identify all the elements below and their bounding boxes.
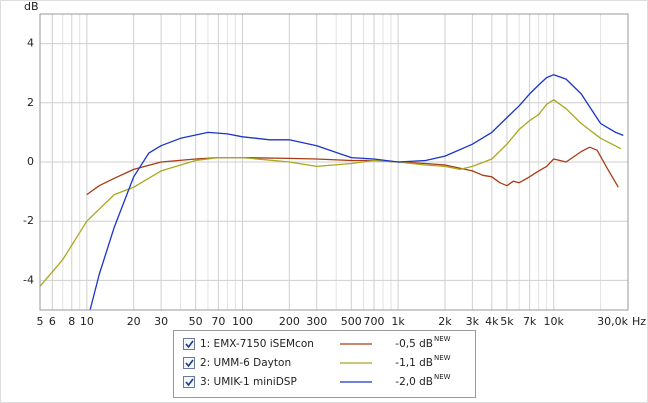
x-tick-label: 10k [544, 315, 565, 328]
x-tick-label: 700 [364, 315, 385, 328]
x-tick-label: 100 [232, 315, 253, 328]
checkbox[interactable] [183, 357, 195, 369]
x-tick-label: 4k [485, 315, 499, 328]
x-axis-label: Hz [632, 315, 646, 328]
x-tick-label: 200 [279, 315, 300, 328]
y-tick-label: 4 [27, 37, 34, 50]
x-tick-label: 500 [341, 315, 362, 328]
legend-label: 2: UMM-6 Dayton [200, 357, 291, 369]
x-tick-label: 7k [523, 315, 537, 328]
series-line [86, 146, 619, 196]
series-line [89, 74, 624, 311]
y-axis-label: dB [24, 0, 39, 13]
y-tick-label: 2 [27, 96, 34, 109]
checkmark [185, 340, 194, 349]
x-tick-label: 8 [68, 315, 75, 328]
legend-badge: NEW [434, 354, 451, 362]
checkmark [185, 359, 194, 368]
checkmark [185, 378, 194, 387]
x-tick-label: 5k [500, 315, 514, 328]
x-tick-label: 30,0k [597, 315, 628, 328]
y-tick-label: -2 [23, 214, 34, 227]
x-tick-label: 20 [127, 315, 141, 328]
series-line [39, 99, 622, 287]
legend [173, 330, 476, 398]
legend-label: 1: EMX-7150 iSEMcon [200, 338, 314, 350]
x-tick-label: 6 [49, 315, 56, 328]
x-tick-label: 300 [306, 315, 327, 328]
plot-border [39, 13, 629, 311]
checkbox[interactable] [183, 338, 195, 350]
checkbox[interactable] [183, 376, 195, 388]
x-tick-label: 1k [391, 315, 405, 328]
x-tick-label: 2k [438, 315, 452, 328]
legend-offset: -0,5 dB [395, 338, 433, 350]
x-tick-label: 50 [189, 315, 203, 328]
legend-badge: NEW [434, 373, 451, 381]
x-tick-label: 30 [154, 315, 168, 328]
y-tick-label: 0 [27, 155, 34, 168]
legend-label: 3: UMIK-1 miniDSP [200, 376, 297, 388]
x-tick-label: 3k [466, 315, 480, 328]
legend-badge: NEW [434, 335, 451, 343]
legend-offset: -2,0 dB [395, 376, 433, 388]
x-tick-label: 70 [211, 315, 225, 328]
x-tick-label: 10 [80, 315, 94, 328]
legend-offset: -1,1 dB [395, 357, 433, 369]
y-tick-label: -4 [23, 273, 34, 286]
x-tick-label: 5 [37, 315, 44, 328]
